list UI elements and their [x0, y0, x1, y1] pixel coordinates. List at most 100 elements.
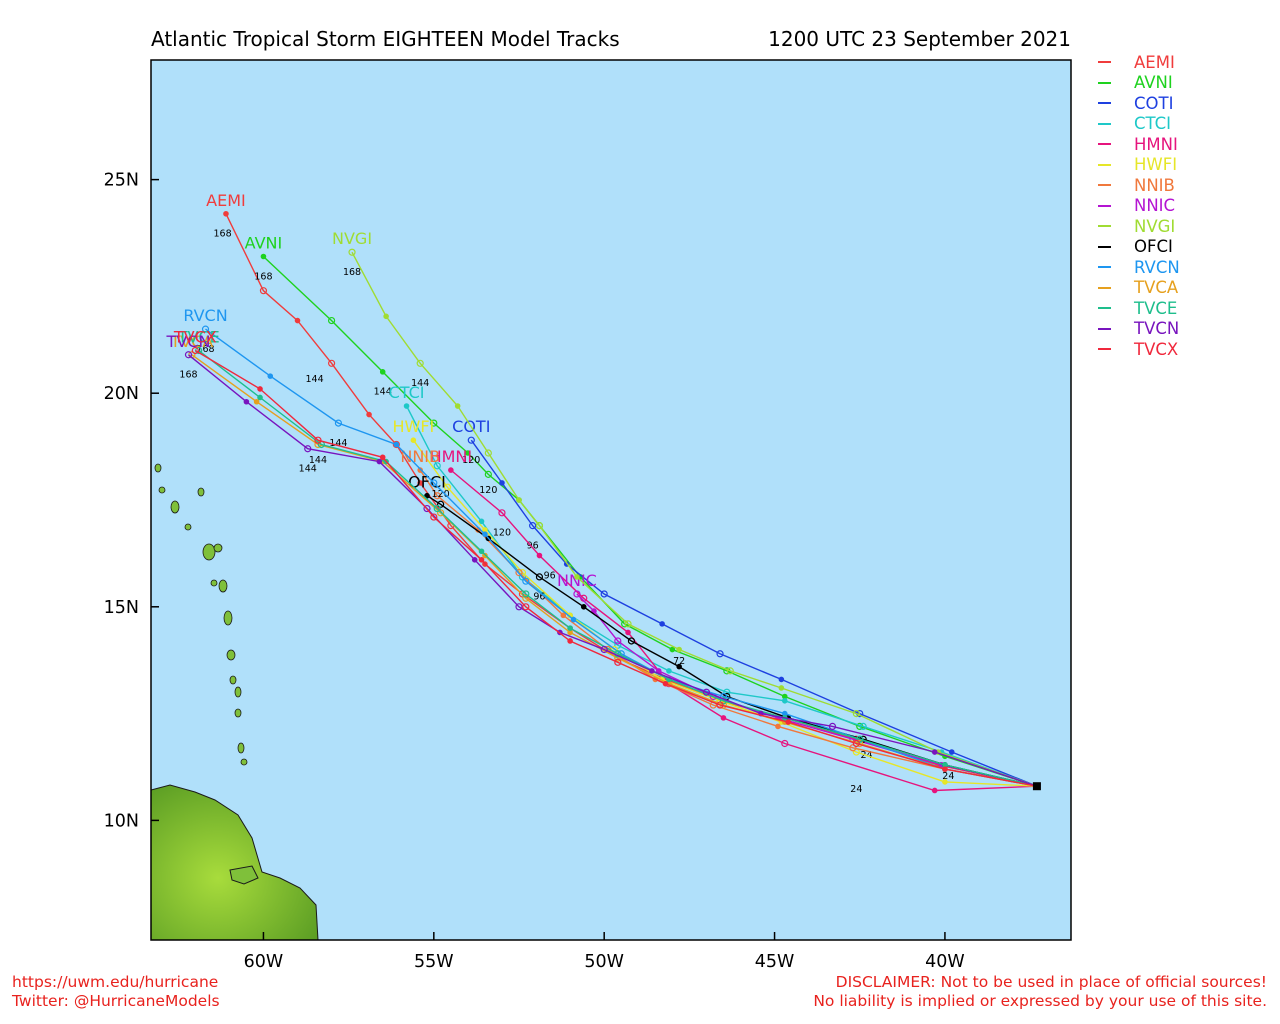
track-point: [614, 641, 622, 649]
legend-swatch: [1098, 204, 1111, 207]
track-point: [327, 359, 336, 367]
track-point: [536, 552, 543, 559]
track-end-label: NNIC: [557, 571, 597, 590]
lat-tick-label: 20N: [104, 384, 139, 404]
island-4: [197, 487, 205, 497]
legend-swatch: [1098, 184, 1111, 187]
island-2: [170, 500, 180, 514]
track-point: [257, 394, 263, 401]
legend-swatch: [1098, 81, 1111, 84]
legend-swatch: [1098, 225, 1111, 228]
legend-label: NNIB: [1134, 175, 1175, 195]
track-point: [417, 480, 423, 486]
track-point: [498, 509, 506, 517]
track-point: [560, 612, 567, 619]
track-end-label: CTCI: [389, 383, 425, 402]
track-point: [437, 500, 445, 508]
legend-label: TVCE: [1134, 298, 1178, 318]
forecast-hour-label: 144: [374, 387, 392, 398]
legend-swatch: [1098, 307, 1111, 310]
track-point: [191, 346, 199, 355]
legend-swatch: [1098, 102, 1111, 105]
legend-item-tvcx: TVCX: [1098, 339, 1180, 360]
legend-swatch: [1098, 122, 1111, 125]
website-link[interactable]: https://uwm.edu/hurricane: [12, 973, 219, 991]
track-point: [430, 513, 438, 521]
legend-label: TVCX: [1134, 339, 1179, 359]
track-point: [852, 709, 860, 718]
track-point: [931, 749, 938, 755]
track-point: [723, 688, 731, 696]
track-point: [433, 492, 441, 500]
track-point: [327, 316, 336, 325]
forecast-hour-label: 96: [544, 570, 556, 581]
legend-swatch: [1098, 245, 1111, 248]
track-point: [522, 577, 530, 585]
forecast-hour-label: 168: [213, 229, 231, 240]
storm-position-marker: [1032, 782, 1041, 791]
track-point: [600, 590, 608, 598]
legend-item-aemi: AEMI: [1098, 52, 1180, 73]
track-point: [522, 594, 530, 602]
track-point: [535, 573, 544, 581]
forecast-hour-label: 168: [254, 271, 272, 282]
map-title: Atlantic Tropical Storm EIGHTEEN Model T…: [151, 27, 620, 51]
legend-label: HWFI: [1134, 155, 1178, 175]
track-point: [522, 590, 530, 598]
track-point: [223, 210, 229, 217]
track-line-hmni: [450, 469, 1037, 792]
track-point: [260, 253, 267, 260]
track-point: [376, 458, 383, 465]
legend-label: AVNI: [1134, 73, 1173, 93]
track-point: [410, 437, 417, 443]
footer-credits: https://uwm.edu/hurricane Twitter: @Hurr…: [12, 973, 220, 1011]
track-point: [433, 504, 441, 513]
track-point: [580, 603, 587, 610]
legend-label: NVGI: [1134, 216, 1176, 236]
track-nvgi: 144 168 NVGI: [332, 229, 1038, 787]
lon-tick-label: 60W: [244, 952, 284, 972]
track-point: [259, 287, 268, 295]
track-point: [518, 573, 527, 581]
legend-item-avni: AVNI: [1098, 73, 1180, 94]
track-tvcx: 144 TVCX: [173, 327, 1038, 787]
track-end-label: NVGI: [332, 229, 372, 248]
island-7: [218, 579, 228, 593]
track-point: [314, 436, 322, 444]
forecast-hour-label: 120: [462, 455, 480, 466]
forecast-hour-label: 24: [942, 771, 954, 782]
island-10: [229, 675, 237, 685]
track-point: [574, 574, 580, 580]
track-point: [702, 688, 711, 696]
track-point: [257, 386, 263, 392]
legend-label: COTI: [1134, 93, 1174, 113]
legend-item-nnic: NNIC: [1098, 196, 1180, 217]
legend-item-ofci: OFCI: [1098, 237, 1180, 258]
track-point: [781, 697, 788, 704]
track-point: [516, 497, 522, 503]
track-point: [379, 454, 386, 461]
track-line-ctci: [405, 405, 1038, 787]
track-point: [785, 719, 791, 725]
track-avni: 120 144 168 AVNI: [245, 234, 1038, 787]
ocean-background: [151, 60, 1071, 940]
track-point: [775, 723, 781, 730]
land-masses: [151, 463, 319, 940]
forecast-hour-label: 144: [411, 378, 429, 389]
track-point: [379, 369, 386, 375]
track-point: [437, 509, 445, 517]
forecast-hour-label: 144: [309, 455, 327, 466]
track-point: [334, 419, 343, 427]
island-14: [210, 579, 218, 587]
track-point: [424, 492, 430, 499]
track-tvce: TVCE: [177, 327, 1038, 787]
track-point: [433, 462, 441, 470]
legend-swatch: [1098, 286, 1111, 289]
track-end-label: NNIB: [400, 447, 440, 466]
track-point: [416, 359, 424, 367]
track-point: [781, 739, 789, 748]
legend-label: HMNI: [1134, 134, 1178, 154]
forecast-hour-label: 144: [305, 374, 323, 385]
forecast-hour-label: 96: [527, 540, 539, 551]
